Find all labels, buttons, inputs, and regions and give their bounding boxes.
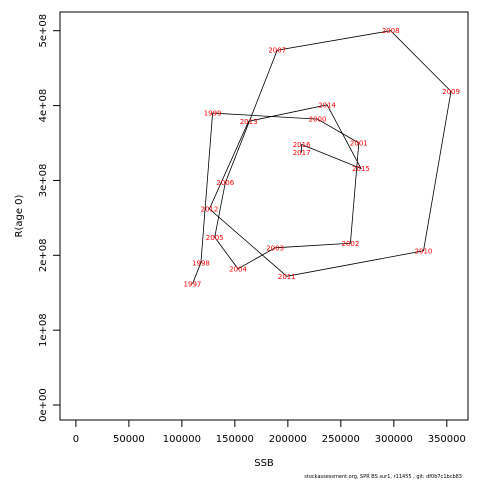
sr-trajectory-line <box>192 30 452 284</box>
point-label-2016: 2016 <box>293 141 311 149</box>
x-tick-label: 350000 <box>428 434 466 445</box>
x-tick-label: 250000 <box>322 434 360 445</box>
y-tick-label: 0e+00 <box>38 388 49 422</box>
plot-box <box>59 11 469 421</box>
y-tick-label: 4e+08 <box>38 89 49 123</box>
point-label-1998: 1998 <box>192 259 210 267</box>
x-tick-label: 200000 <box>269 434 307 445</box>
y-tick-label: 1e+08 <box>38 313 49 347</box>
x-tick-label: 0 <box>73 434 79 445</box>
y-tick-label: 2e+08 <box>38 238 49 272</box>
point-label-2014: 2014 <box>318 101 336 109</box>
x-axis: 0 50000 100000 150000 200000 250000 300000 3500… <box>73 419 466 445</box>
point-label-2010: 2010 <box>415 247 433 255</box>
y-tick-label: 5e+08 <box>38 14 49 48</box>
point-label-2003: 2003 <box>266 244 284 252</box>
point-label-2006: 2006 <box>216 179 234 187</box>
y-tick-label: 3e+08 <box>38 164 49 198</box>
point-label-2012: 2012 <box>201 205 219 213</box>
year-labels: 1997 1998 1999 2000 2001 2002 2003 2004 2005 2006… <box>184 27 460 288</box>
point-label-2017: 2017 <box>293 149 311 157</box>
point-label-2009: 2009 <box>442 88 460 96</box>
x-tick-label: 300000 <box>375 434 413 445</box>
x-tick-label: 100000 <box>163 434 201 445</box>
x-tick-label: 50000 <box>113 434 145 445</box>
x-tick-label: 150000 <box>216 434 254 445</box>
point-label-2001: 2001 <box>350 140 368 148</box>
sr-series <box>192 30 452 284</box>
x-axis-title: SSB <box>254 458 274 469</box>
point-label-2007: 2007 <box>268 47 286 55</box>
point-label-2004: 2004 <box>229 265 247 273</box>
point-label-2002: 2002 <box>341 240 359 248</box>
point-label-2005: 2005 <box>206 234 224 242</box>
point-label-2008: 2008 <box>382 27 400 35</box>
y-axis-title: R(age 0) <box>14 194 25 237</box>
point-label-2000: 2000 <box>309 116 327 124</box>
point-label-2013: 2013 <box>240 118 258 126</box>
point-label-1997: 1997 <box>184 280 202 288</box>
point-label-2015: 2015 <box>352 165 370 173</box>
footer-note: stockassessment.org, SPR BS sur1, r11455… <box>304 474 462 480</box>
point-label-1999: 1999 <box>204 110 222 118</box>
y-axis: 0e+00 1e+08 2e+08 3e+08 4e+08 5e+08 <box>38 14 61 422</box>
point-label-2011: 2011 <box>278 273 296 281</box>
